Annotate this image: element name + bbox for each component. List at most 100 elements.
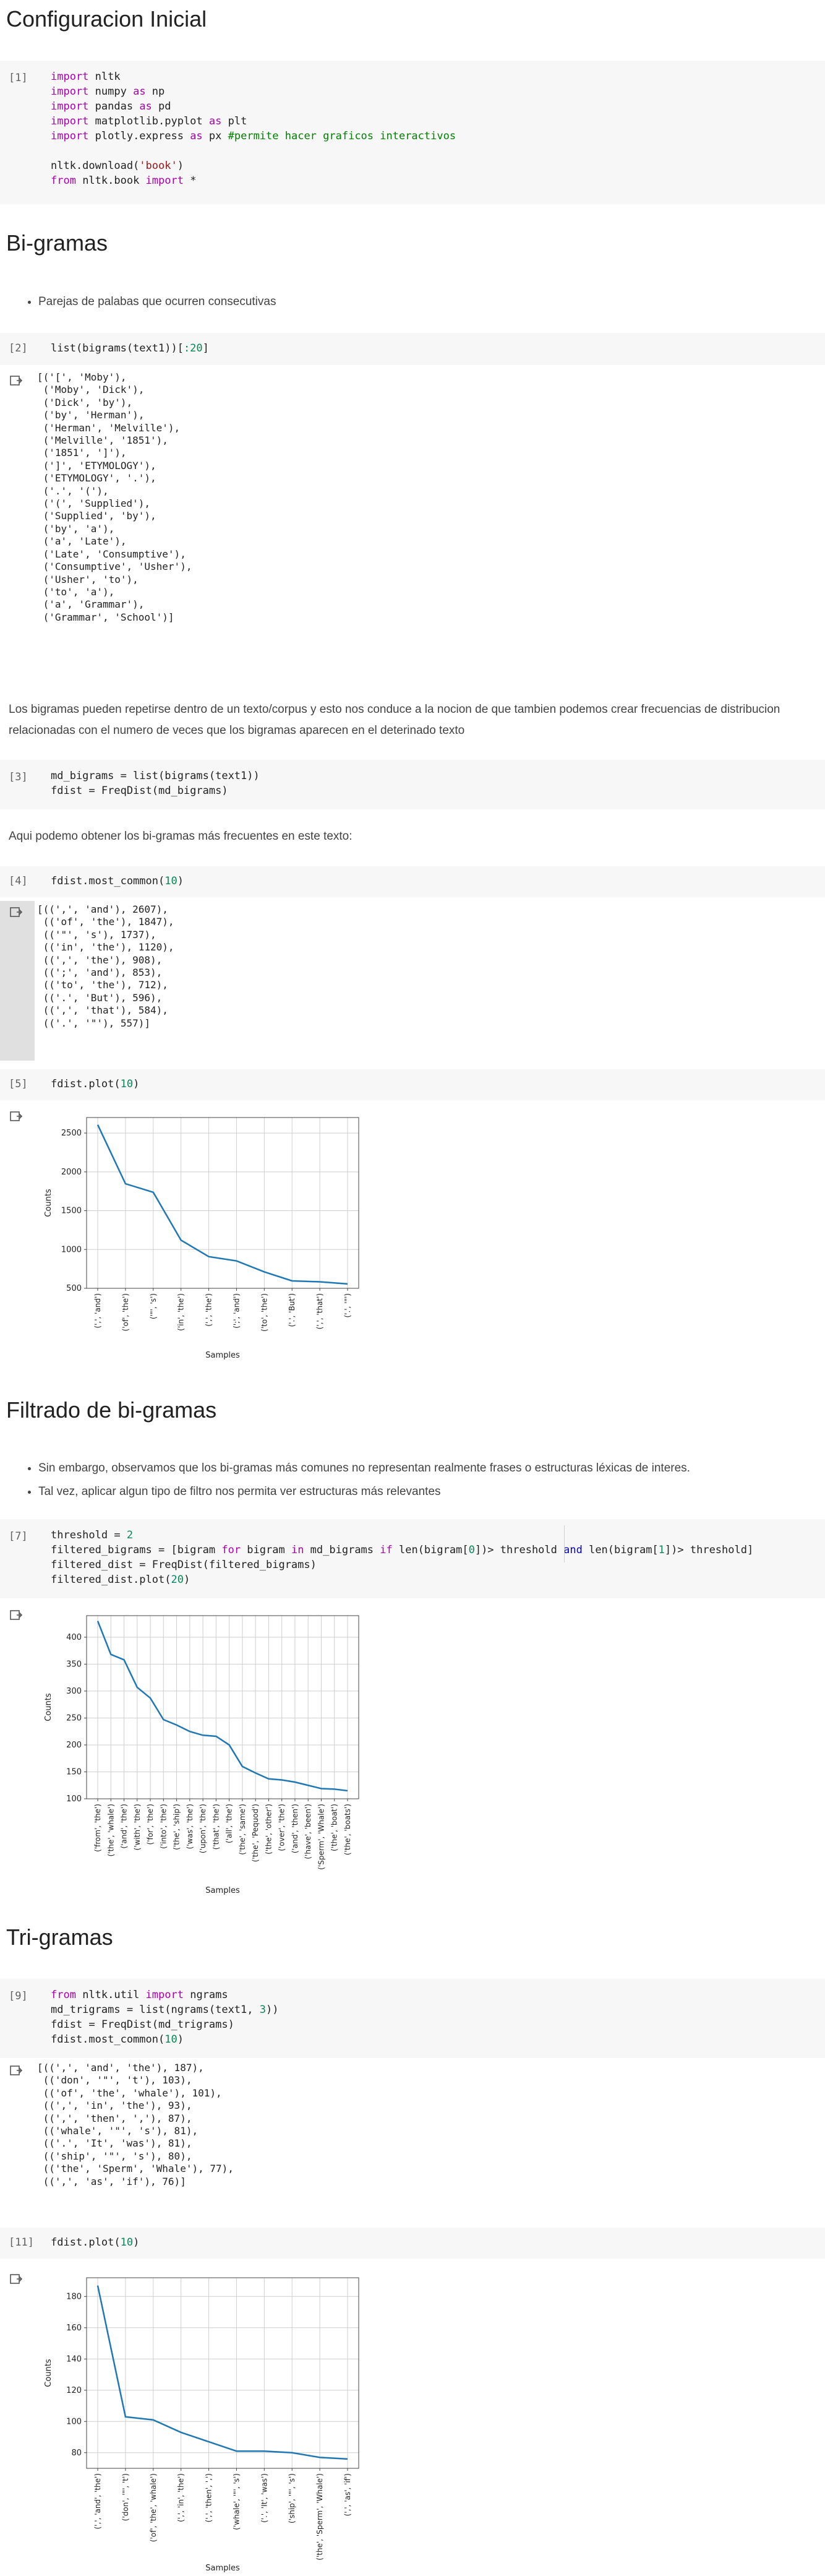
code-editor[interactable]: import nltk import numpy as np import pand… [51,69,456,188]
code-cell-9[interactable]: [9] from nltk.util import ngrams md_trigr… [0,1979,825,2058]
code-token: :20 [183,342,203,355]
y-axis-label: Counts [44,1189,53,1217]
output-icon[interactable] [10,1610,22,1621]
list-item: Parejas de palabas que ocurren consecuti… [38,290,276,314]
x-tick-label: ('and', 'then') [291,1804,299,1853]
section-title-bigramas: Bi-gramas [6,230,108,256]
code-token: ])> threshold [474,1544,564,1556]
cell-prompt: [5] [9,1078,28,1090]
code-token: nltk.util [75,1989,146,2001]
output-icon[interactable] [10,2066,22,2077]
code-editor[interactable]: list(bigrams(text1))[:20] [51,341,209,356]
filtered-bigram-chart: 100 150 200 250 300 350 400 ('from', 'the') ('th… [44,1615,359,1895]
x-tick-label: ('don', '"', 't') [121,2473,130,2521]
code-editor[interactable]: from nltk.util import ngrams md_trigrams … [51,1988,279,2047]
output-icon[interactable] [10,2274,22,2285]
paragraph-bigram-frequency: Los bigramas pueden repetirse dentro de … [9,703,780,737]
code-token: 10 [120,1078,134,1090]
code-editor[interactable]: fdist.most_common(10) [51,874,184,889]
cell-prompt: [1] [9,72,28,84]
code-line: import nltk [51,69,456,84]
code-cell-1[interactable]: [1] import nltk import numpy as np import … [0,61,825,204]
y-tick-label: 1500 [61,1207,82,1216]
code-token: filtered_bigrams = [bigram [51,1544,222,1556]
x-tick-label: ('from', 'the') [93,1804,102,1852]
code-line: fdist.plot(10) [51,1077,139,1092]
x-tick-label: ('the', 'Sperm', 'Whale') [315,2473,324,2561]
code-editor[interactable]: fdist.plot(10) [51,2235,139,2250]
x-tick-label: ('the', 'same') [238,1804,247,1855]
y-tick-label: 100 [66,1794,82,1804]
cell-prompt: [3] [9,771,28,783]
x-tick-label: ('the', 'whale') [106,1804,115,1856]
code-editor[interactable]: threshold = 2 filtered_bigrams = [bigram … [51,1528,753,1587]
plot-area [86,1117,359,1289]
code-token: numpy [88,85,134,98]
plot-area [86,2277,359,2469]
code-token: fdist.plot( [51,2236,121,2249]
code-line: list(bigrams(text1))[:20] [51,341,209,356]
cell-prompt: [4] [9,875,28,887]
code-line [51,144,456,158]
x-tick-label: ('upon', 'the') [199,1804,207,1853]
cell-prompt: [11] [9,2236,34,2249]
code-editor[interactable]: fdist.plot(10) [51,1077,139,1092]
x-tick-label: (',', 'and', 'the') [93,2473,102,2530]
output-icon[interactable] [10,907,22,918]
output-gutter [0,901,35,1061]
code-token: len(bigram[ [582,1544,659,1556]
code-token: and [563,1544,583,1556]
plot-frame [86,1117,359,1289]
code-cell-3[interactable]: [3] md_bigrams = list(bigrams(text1)) fdi… [0,760,825,809]
y-axis-label: Counts [44,1693,53,1721]
x-tick-label: ('in', 'the') [177,1293,186,1331]
code-token: import [51,85,89,98]
code-line: fdist = FreqDist(md_bigrams) [51,783,260,798]
code-line: import matplotlib.pyplot as plt [51,114,456,129]
code-token: filtered_dist.plot( [51,1574,171,1586]
y-tick-label: 500 [66,1284,82,1293]
code-token: as [208,115,222,127]
code-token: px [202,130,228,142]
section-title-filtrado: Filtrado de bi-gramas [6,1397,217,1423]
cell-output-4: [((',', 'and'), 2607), (('of', 'the'), 1… [37,903,174,1029]
cell-prompt: [2] [9,342,28,355]
code-cell-7[interactable]: [7] threshold = 2 filtered_bigrams = [big… [0,1519,825,1598]
x-tick-label: ('was', 'the') [186,1804,194,1849]
code-editor[interactable]: md_bigrams = list(bigrams(text1)) fdist =… [51,769,260,798]
code-token: from [51,174,76,187]
output-icon[interactable] [10,1111,22,1122]
code-token: 10 [120,2236,134,2249]
code-token: np [145,85,165,98]
code-token: if [380,1544,393,1556]
list-item: Sin embargo, observamos que los bi-grama… [38,1457,690,1480]
trigram-frequency-chart: 80 100 120 140 160 180 (',', 'and', 'the') ('do… [44,2277,359,2573]
code-token: plt [221,115,247,127]
plot-frame [86,1615,359,1799]
code-cell-5[interactable]: [5] fdist.plot(10) [0,1069,825,1100]
x-tick-label: ('of', 'the') [121,1293,130,1331]
x-tick-label: ('the', 'ship') [173,1804,181,1850]
code-cell-2[interactable]: [2] list(bigrams(text1))[:20] [0,333,825,365]
code-token: 10 [165,2033,177,2046]
x-axis-label: Samples [205,1886,240,1895]
code-token: import [51,71,89,83]
y-tick-label: 200 [66,1741,82,1750]
x-tick-label: (',', 'the') [205,1293,213,1327]
code-token: md_bigrams = list(bigrams(text1)) [51,770,260,782]
code-line: import plotly.express as px #permite hac… [51,129,456,144]
code-token: pd [152,100,171,113]
plot-area [86,1615,359,1799]
code-cell-11[interactable]: [11] fdist.plot(10) [0,2228,825,2259]
x-tick-label: ('"', 's') [149,1293,158,1319]
code-token: filtered_dist = FreqDist(filtered_bigram… [51,1559,317,1571]
output-icon[interactable] [10,376,22,387]
x-tick-label: (',', 'that') [315,1293,324,1329]
code-cell-4[interactable]: [4] fdist.most_common(10) [0,866,825,897]
x-tick-label: ('the', 'boats') [343,1804,352,1855]
code-token: ) [133,2236,140,2249]
y-tick-label: 150 [66,1767,82,1777]
x-tick-label: ('into', 'the') [159,1804,168,1849]
x-tick-label: (';', 'and') [232,1293,241,1329]
code-token: ) [183,1574,190,1586]
